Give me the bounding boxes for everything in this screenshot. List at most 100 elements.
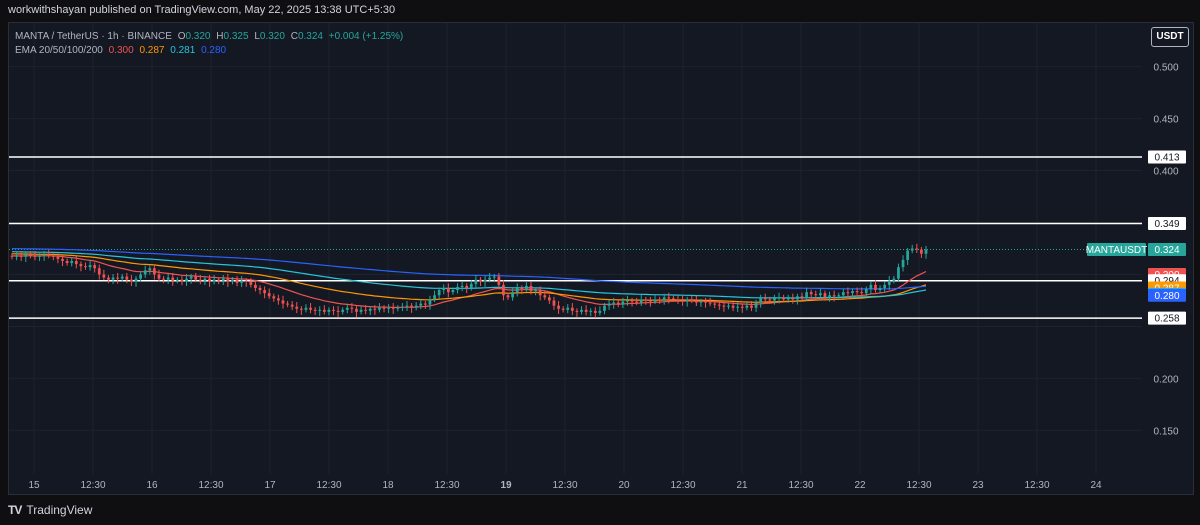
candle-body [685, 299, 689, 302]
candle-body [272, 296, 276, 299]
candle-body [773, 298, 776, 301]
candle-body [368, 308, 372, 311]
candle-body [125, 276, 129, 280]
candle-body [864, 289, 868, 294]
candle-body [575, 310, 579, 312]
candle-body [47, 254, 51, 256]
candle-body [51, 255, 55, 257]
candle-body [15, 255, 18, 257]
candle-body [451, 290, 455, 293]
candle-body [800, 296, 804, 298]
candle-body [442, 287, 446, 291]
candle-body [433, 295, 436, 300]
ema100-line [11, 251, 927, 299]
candle-body [557, 305, 560, 309]
candle-body [28, 254, 32, 256]
candle-body [520, 287, 524, 290]
grid [9, 23, 1142, 474]
candle-body [74, 260, 78, 265]
candle-body [782, 297, 785, 300]
candle-body [649, 300, 652, 302]
candle-body [543, 295, 547, 298]
chart-pane[interactable] [8, 22, 1194, 495]
y-tick-label: 0.400 [1153, 167, 1178, 178]
candle-body [920, 249, 923, 254]
candle-body [694, 300, 698, 303]
candle-body [750, 305, 753, 308]
chart-legend: MANTA / TetherUS · 1h · BINANCE O0.320 H… [15, 30, 406, 58]
candle-body [805, 292, 808, 298]
x-tick-label: 16 [146, 480, 158, 491]
price-label-box [1148, 288, 1186, 302]
candle-body [327, 309, 331, 312]
x-tick-label: 22 [854, 480, 866, 491]
footer: TV TradingView [8, 503, 92, 517]
candle-body [515, 287, 519, 293]
candle-body [212, 279, 216, 282]
x-tick-label: 24 [1090, 480, 1102, 491]
candle-body [281, 300, 285, 304]
candle-body [345, 307, 349, 310]
candle-body [322, 309, 326, 312]
candle-body [148, 268, 152, 271]
candle-body [612, 302, 616, 304]
price-label-box [1148, 243, 1186, 257]
candle-body [745, 305, 749, 308]
candle-body [511, 292, 515, 298]
candle-body [635, 301, 639, 303]
candle-body [382, 307, 386, 309]
candle-body [851, 291, 854, 294]
candle-body [892, 278, 896, 281]
ema-lines [11, 248, 927, 308]
candle-body [38, 255, 41, 257]
time-axis[interactable]: 15 12:30 16 12:30 17 12:30 18 12:30 19 12:30 20 12:… [28, 480, 1102, 491]
candle-body [139, 274, 142, 279]
candle-body [157, 274, 161, 279]
candle-body [277, 298, 280, 301]
ema-indicator-title[interactable]: EMA 20/50/100/200 [15, 45, 103, 56]
x-tick-label: 17 [264, 480, 276, 491]
price-label-box [1087, 243, 1146, 257]
x-tick-label: 23 [972, 480, 984, 491]
candle-body [19, 255, 23, 257]
candle-body [809, 292, 813, 295]
currency-button[interactable]: USDT [1151, 27, 1189, 47]
candle-body [410, 305, 413, 308]
candle-body [727, 305, 730, 307]
candle-body [373, 308, 377, 310]
candle-body [910, 248, 914, 251]
candle-body [93, 265, 97, 269]
ohlc-row: MANTA / TetherUS · 1h · BINANCE O0.320 H… [15, 30, 406, 44]
candle-body [61, 258, 64, 261]
price-axis[interactable]: 0.500 0.450 0.400 0.200 0.150 [1153, 63, 1178, 438]
candle-body [180, 279, 184, 282]
candle-body [584, 309, 588, 312]
candle-body [616, 302, 620, 305]
candle-body [258, 287, 262, 291]
candle-body [111, 277, 115, 280]
candle-body [713, 303, 717, 305]
ema200-value: 0.280 [201, 45, 227, 56]
x-tick-label: 12:30 [434, 480, 459, 491]
ema100-value: 0.281 [170, 45, 196, 56]
candle-body [869, 284, 873, 290]
symbol-title[interactable]: MANTA / TetherUS · 1h · BINANCE [15, 31, 172, 42]
high-label: H [216, 31, 224, 42]
candle-body [437, 290, 441, 296]
candle-body [823, 293, 827, 298]
candle-body [175, 279, 179, 281]
price-label: MANTAUSDT [1086, 245, 1147, 256]
candle-body [208, 278, 211, 282]
candle-body [630, 300, 634, 302]
candle-body [414, 305, 418, 308]
ema50-line [11, 253, 927, 303]
candle-body [391, 307, 395, 309]
candle-body [488, 277, 492, 280]
y-tick-label: 0.450 [1153, 115, 1178, 126]
candle-body [226, 278, 230, 282]
candle-body [818, 293, 822, 296]
candle-body [401, 306, 404, 308]
candle-body [24, 254, 28, 257]
candle-body [878, 287, 882, 291]
